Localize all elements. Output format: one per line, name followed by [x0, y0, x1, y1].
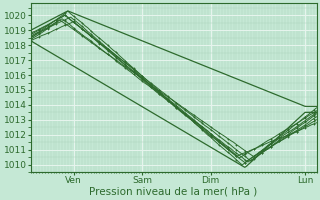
- X-axis label: Pression niveau de la mer( hPa ): Pression niveau de la mer( hPa ): [90, 187, 258, 197]
